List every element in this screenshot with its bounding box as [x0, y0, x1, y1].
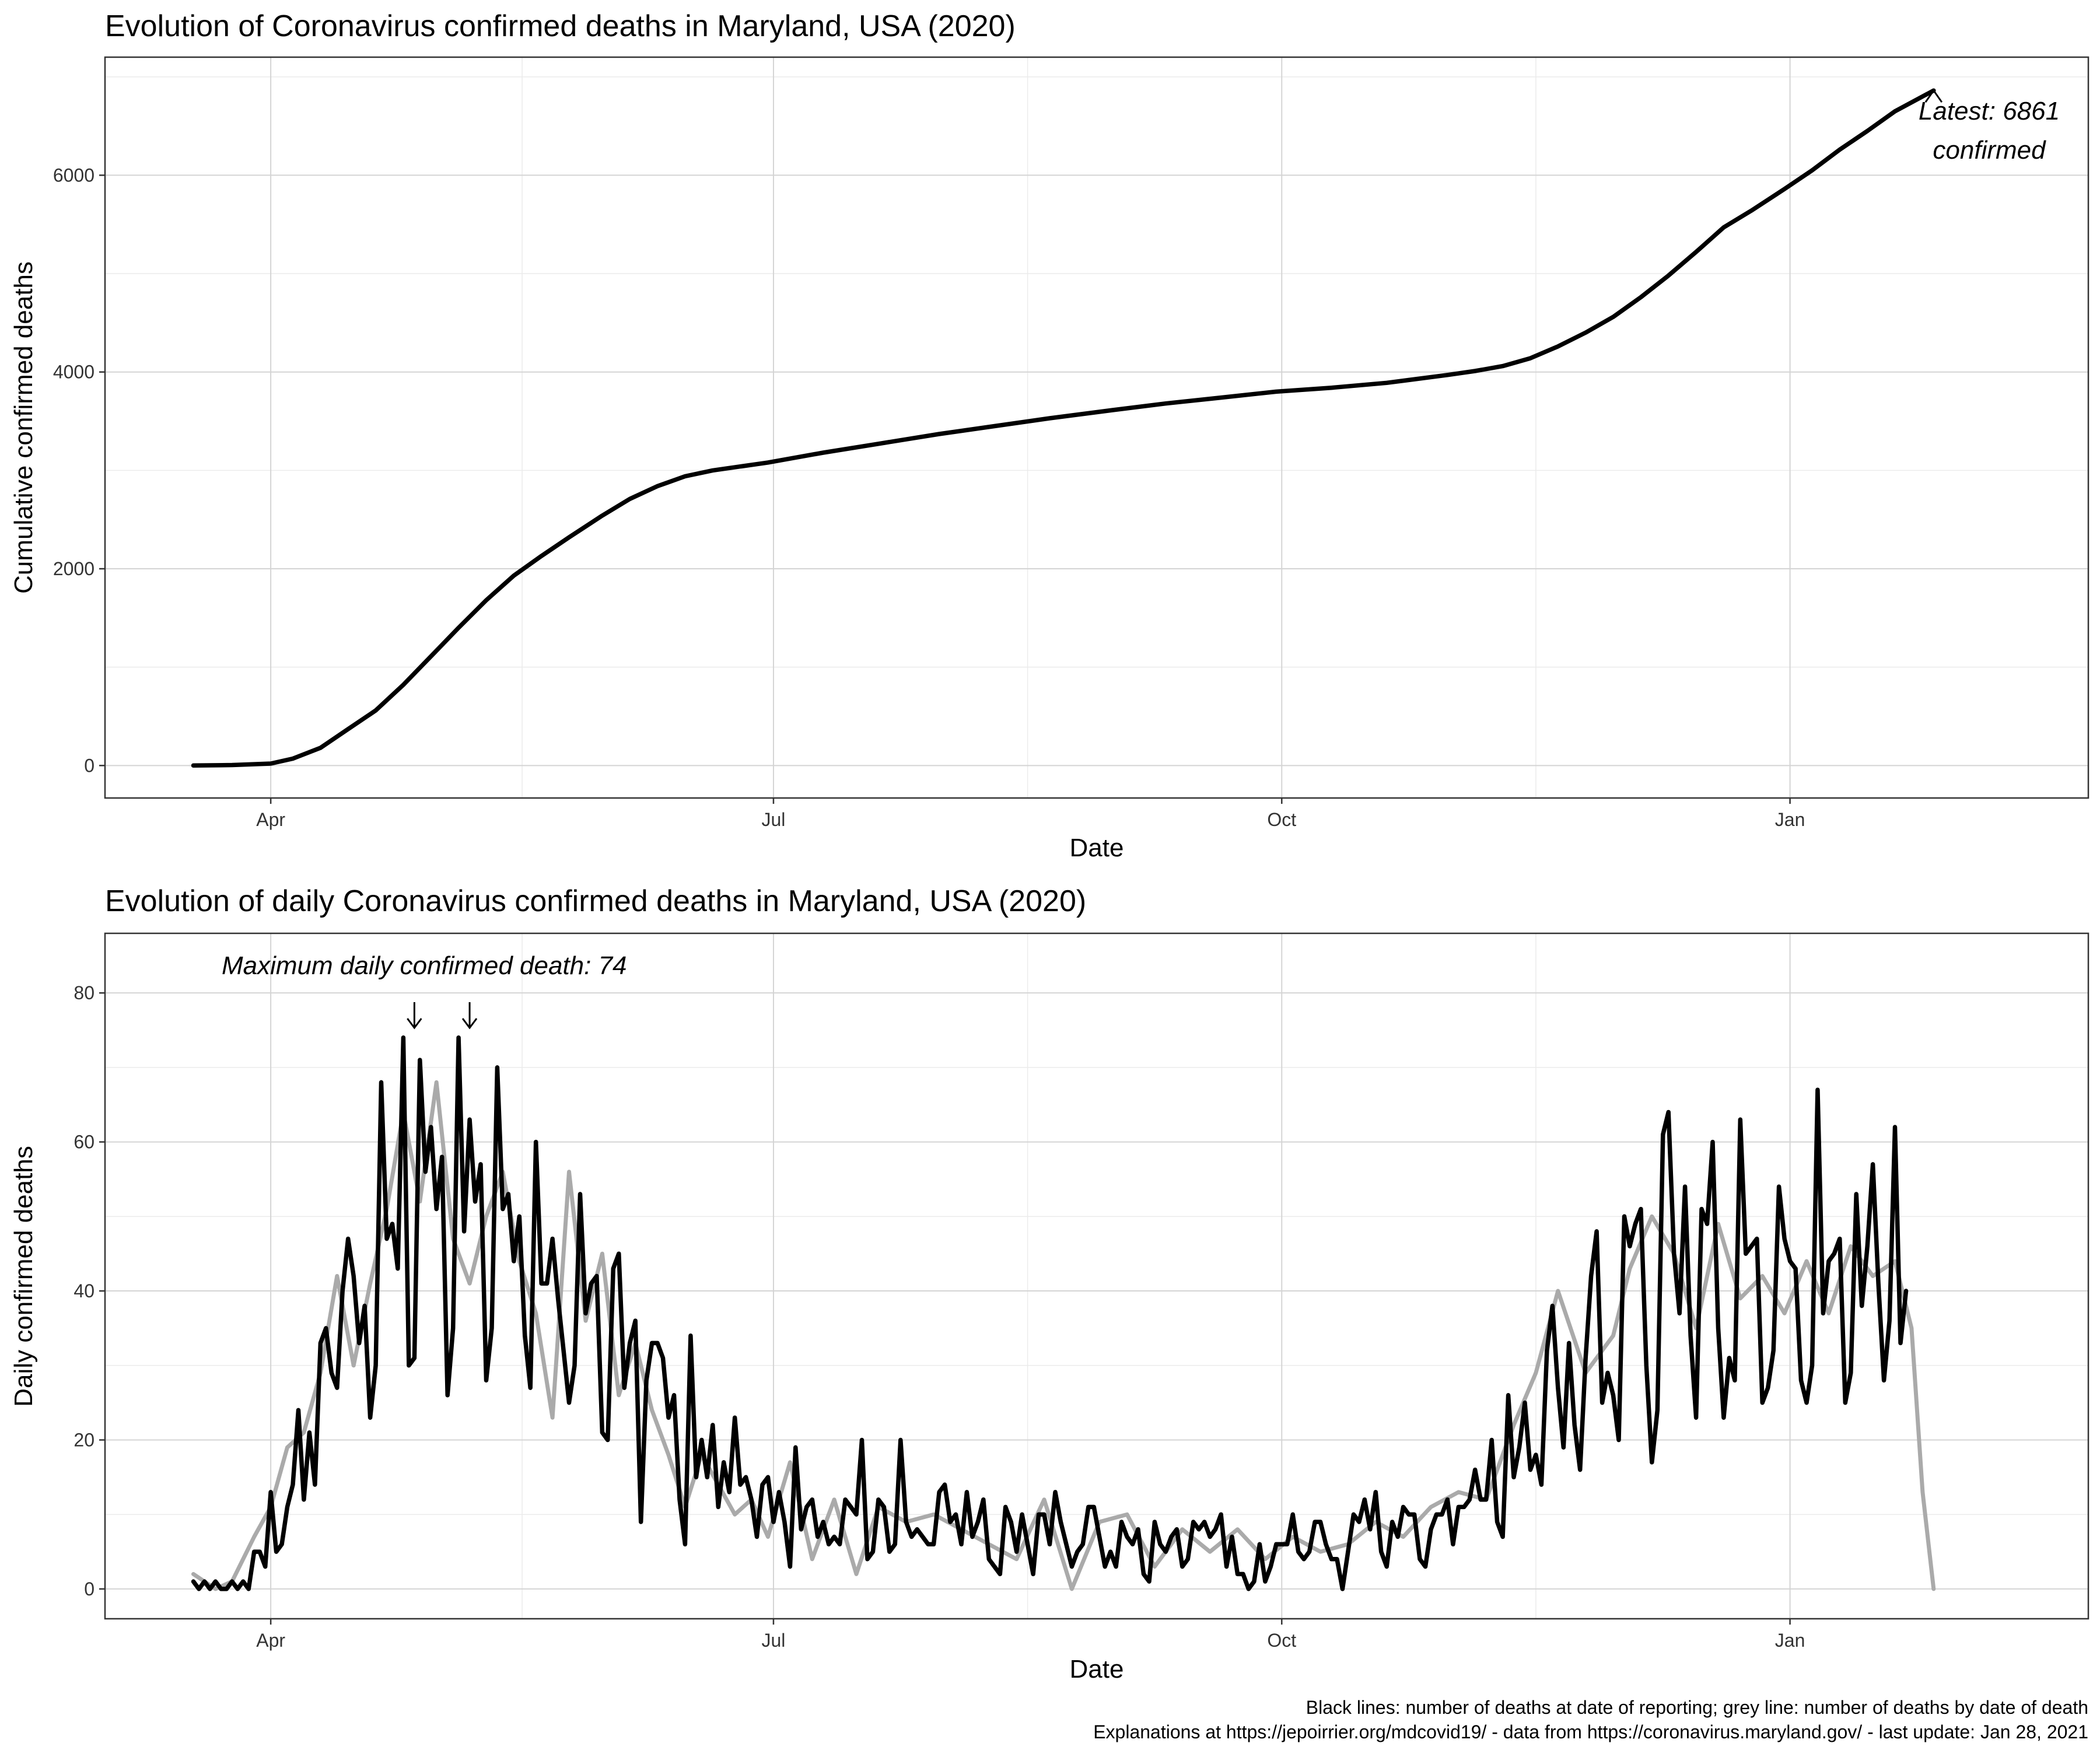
annotation-layer: Latest: 6861 confirmed: [1919, 90, 2060, 164]
max-annotation-arrow: [461, 1002, 478, 1030]
latest-annotation-line-1: Latest: 6861: [1919, 97, 2060, 125]
daily-deaths-chart: Evolution of daily Coronavirus confirmed…: [9, 884, 2090, 1684]
major-gridlines: [105, 57, 2088, 798]
x-tick-label: Oct: [1267, 1630, 1296, 1651]
y-tick-label: 20: [74, 1429, 94, 1450]
y-tick-label: 80: [74, 982, 94, 1003]
cumulative-deaths-chart: Evolution of Coronavirus confirmed death…: [9, 9, 2090, 862]
max-daily-annotation: Maximum daily confirmed death: 74: [222, 951, 627, 980]
series-line-by-date-of-reporting: [191, 1035, 1909, 1591]
minor-gridlines: [105, 57, 2088, 798]
x-tick-label: Jan: [1775, 809, 1805, 830]
y-tick-label: 4000: [53, 362, 94, 383]
latest-annotation-line-2: confirmed: [1933, 136, 2046, 164]
plot-background: [105, 57, 2088, 798]
max-annotation-arrow: [407, 1002, 422, 1030]
y-axis-title: Cumulative confirmed deaths: [9, 261, 38, 594]
y-tick-label: 2000: [53, 558, 94, 579]
y-tick-label: 0: [84, 1578, 94, 1600]
x-tick-label: Apr: [256, 1630, 285, 1651]
y-axis-ticks: 0 20 40 60 80: [74, 982, 105, 1600]
y-axis-ticks: 0 2000 4000 6000: [53, 164, 105, 776]
x-tick-label: Oct: [1267, 809, 1296, 830]
y-tick-label: 40: [74, 1280, 94, 1301]
x-axis-title: Date: [1070, 1655, 1124, 1684]
y-tick-label: 60: [74, 1132, 94, 1153]
x-tick-label: Jul: [762, 1630, 786, 1651]
caption: Black lines: number of deaths at date of…: [1093, 1697, 2088, 1742]
series-line-by-date-of-reporting: [191, 88, 1936, 768]
x-axis-ticks: Apr Jul Oct Jan: [256, 798, 1805, 830]
x-tick-label: Jul: [762, 809, 786, 830]
caption-line-2: Explanations at https://jepoirrier.org/m…: [1093, 1721, 2088, 1742]
chart-title: Evolution of daily Coronavirus confirmed…: [105, 884, 1086, 918]
x-axis-ticks: Apr Jul Oct Jan: [256, 1619, 1805, 1651]
series-layer: [191, 1035, 1936, 1591]
y-tick-label: 0: [84, 755, 94, 776]
x-axis-title: Date: [1070, 834, 1124, 862]
y-tick-label: 6000: [53, 164, 94, 186]
x-tick-label: Apr: [256, 809, 285, 830]
chart-title: Evolution of Coronavirus confirmed death…: [105, 9, 1016, 43]
latest-annotation-arrow: [1924, 90, 1943, 103]
series-layer: [191, 88, 1936, 768]
annotation-layer: Maximum daily confirmed death: 74: [222, 951, 627, 1030]
plot-border: [104, 56, 2090, 799]
plot-border: [104, 932, 2090, 1620]
caption-line-1: Black lines: number of deaths at date of…: [1306, 1697, 2088, 1718]
y-axis-title: Daily confirmed deaths: [9, 1146, 38, 1407]
x-tick-label: Jan: [1775, 1630, 1805, 1651]
